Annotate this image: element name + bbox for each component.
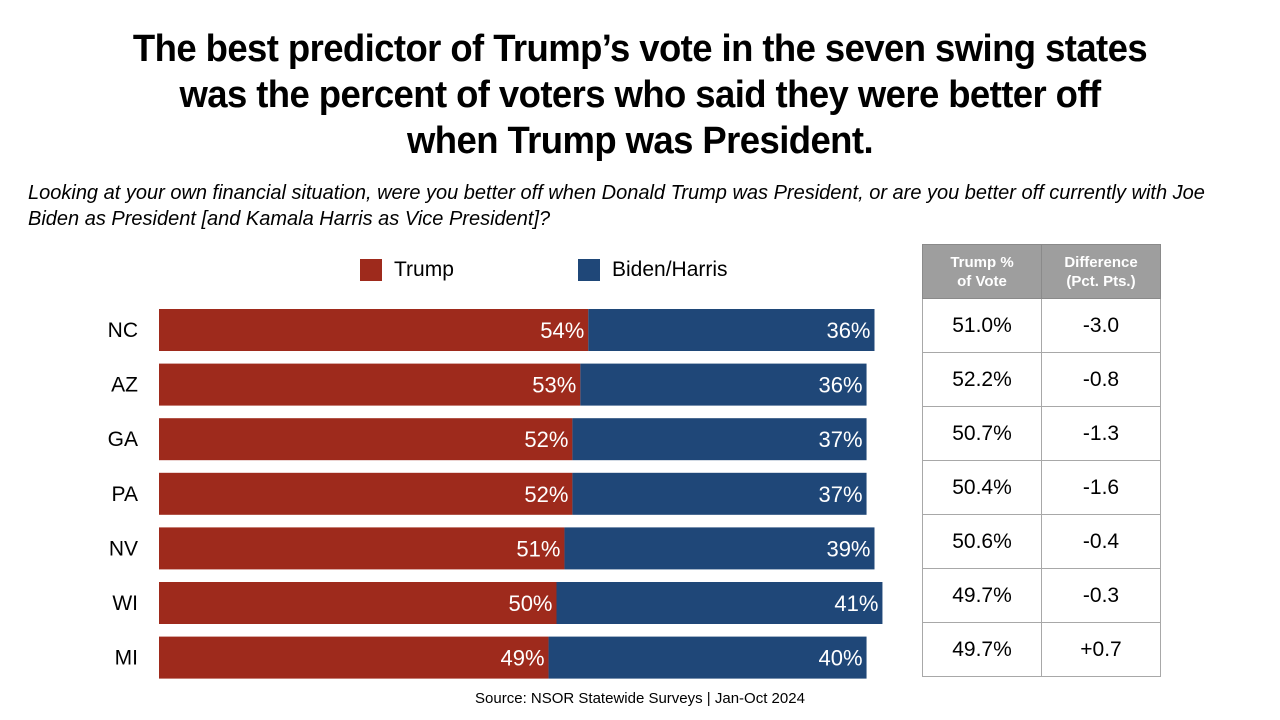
category-label-ga: GA <box>108 428 138 451</box>
cell-trump-vote: 52.2% <box>922 352 1042 407</box>
category-label-nc: NC <box>108 319 138 342</box>
bar-trump-ga <box>159 418 573 461</box>
cell-difference: -1.6 <box>1041 460 1161 515</box>
legend-swatch-trump <box>360 259 382 281</box>
table-row: 50.7% -1.3 <box>922 406 1161 461</box>
title-line: when Trump was President. <box>406 120 874 162</box>
data-label-trump-nv: 51% <box>516 536 560 561</box>
category-label-wi: WI <box>112 592 138 615</box>
results-table: Trump % of Vote Difference (Pct. Pts.) 5… <box>922 244 1161 677</box>
bar-trump-az <box>159 363 581 406</box>
cell-difference: +0.7 <box>1041 622 1161 677</box>
legend-label-trump: Trump <box>394 258 454 281</box>
cell-difference: -0.8 <box>1041 352 1161 407</box>
bar-biden-az <box>580 363 867 406</box>
survey-question: Looking at your own financial situation,… <box>28 182 1205 230</box>
legend-item-trump: Trump <box>360 258 454 282</box>
cell-difference: -0.3 <box>1041 568 1161 623</box>
data-label-biden-mi: 40% <box>819 646 863 671</box>
data-label-biden-az: 36% <box>819 373 863 398</box>
bar-trump-nv <box>159 527 565 570</box>
bar-biden-wi <box>556 582 883 624</box>
legend-swatch-biden <box>578 259 600 281</box>
data-label-trump-pa: 52% <box>524 482 568 507</box>
cell-trump-vote: 49.7% <box>922 568 1042 623</box>
source-note: Source: NSOR Statewide Surveys | Jan-Oct… <box>475 690 805 707</box>
data-label-biden-ga: 37% <box>819 427 863 452</box>
category-label-pa: PA <box>112 483 138 506</box>
data-label-trump-ga: 52% <box>524 427 568 452</box>
cell-trump-vote: 50.7% <box>922 406 1042 461</box>
table-row: 51.0% -3.0 <box>922 298 1161 353</box>
title-line: The best predictor of Trump’s vote in th… <box>132 28 1148 70</box>
cell-trump-vote: 49.7% <box>922 622 1042 677</box>
category-label-nv: NV <box>109 537 138 560</box>
category-label-mi: MI <box>115 647 138 670</box>
bar-biden-ga <box>572 418 867 461</box>
chart-title: The best predictor of Trump’s vote in th… <box>45 26 1235 164</box>
table-row: 49.7% +0.7 <box>922 622 1161 677</box>
cell-difference: -1.3 <box>1041 406 1161 461</box>
bar-trump-nc <box>159 309 589 351</box>
cell-trump-vote: 51.0% <box>922 298 1042 353</box>
table-row: 50.6% -0.4 <box>922 514 1161 569</box>
bar-biden-mi <box>548 636 867 679</box>
table-header-row: Trump % of Vote Difference (Pct. Pts.) <box>922 244 1161 299</box>
bar-biden-nv <box>564 527 875 570</box>
header-difference: Difference (Pct. Pts.) <box>1041 244 1161 299</box>
legend-item-biden: Biden/Harris <box>578 258 728 282</box>
title-line: was the percent of voters who said they … <box>179 74 1101 116</box>
bar-trump-mi <box>159 636 549 679</box>
table-row: 50.4% -1.6 <box>922 460 1161 515</box>
bar-chart: NC 54% 36% AZ 53% 36% GA 52% 37% PA 52% 37% NV 51% 39%… <box>108 309 883 679</box>
data-label-biden-pa: 37% <box>819 482 863 507</box>
cell-trump-vote: 50.4% <box>922 460 1042 515</box>
data-label-biden-nv: 39% <box>826 536 870 561</box>
data-label-trump-az: 53% <box>532 373 576 398</box>
cell-trump-vote: 50.6% <box>922 514 1042 569</box>
category-label-az: AZ <box>111 374 138 397</box>
data-label-trump-mi: 49% <box>501 646 545 671</box>
data-label-trump-nc: 54% <box>540 318 584 343</box>
bar-trump-pa <box>159 472 573 515</box>
data-label-trump-wi: 50% <box>508 591 552 616</box>
table-row: 52.2% -0.8 <box>922 352 1161 407</box>
data-label-biden-wi: 41% <box>834 591 878 616</box>
cell-difference: -0.4 <box>1041 514 1161 569</box>
header-trump-vote: Trump % of Vote <box>922 244 1042 299</box>
cell-difference: -3.0 <box>1041 298 1161 353</box>
table-row: 49.7% -0.3 <box>922 568 1161 623</box>
data-label-biden-nc: 36% <box>826 318 870 343</box>
bar-biden-pa <box>572 472 867 515</box>
bar-trump-wi <box>159 582 557 624</box>
legend-label-biden: Biden/Harris <box>612 258 728 281</box>
bar-biden-nc <box>588 309 875 351</box>
